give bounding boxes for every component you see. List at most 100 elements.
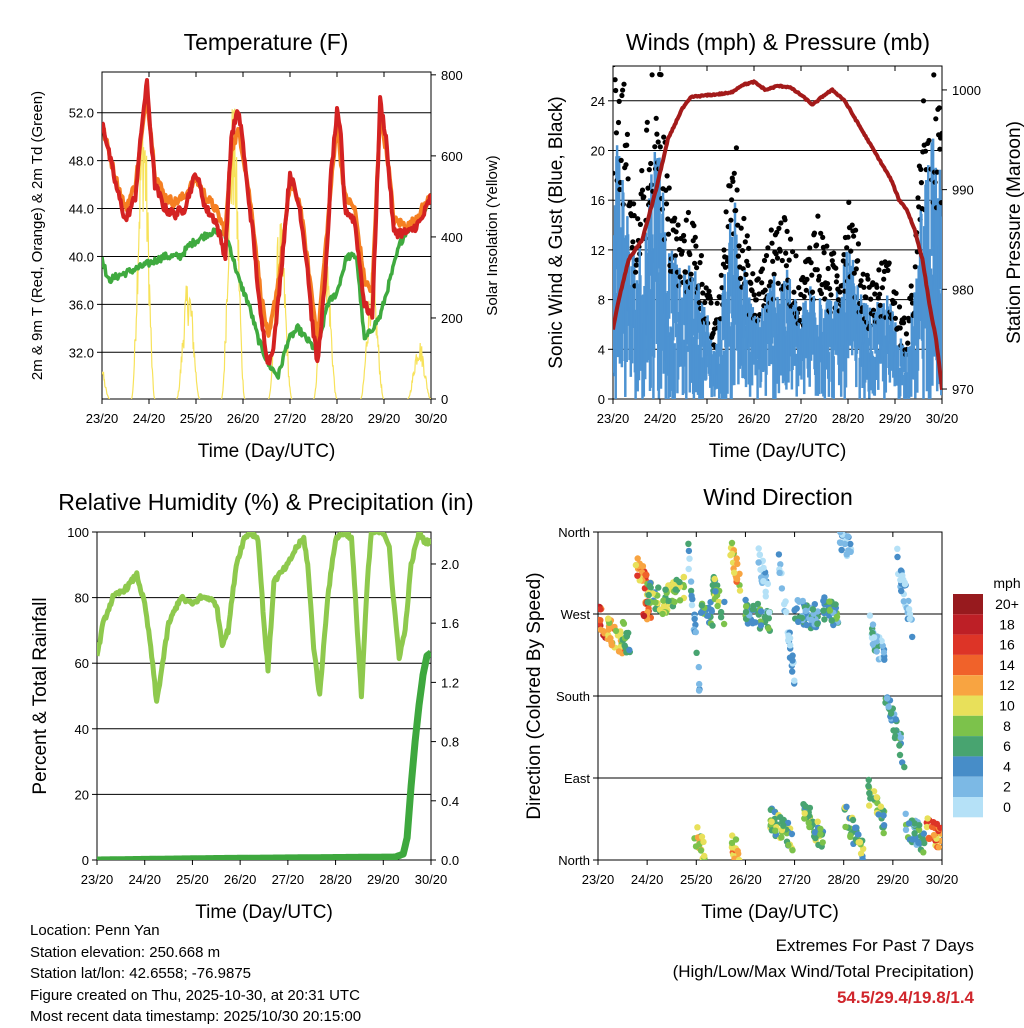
gust-point xyxy=(615,119,622,126)
wind-direction-point xyxy=(880,649,888,656)
wind-direction-point xyxy=(626,646,633,654)
gust-point xyxy=(637,221,644,227)
gust-point xyxy=(756,291,762,297)
wind-direction-point xyxy=(789,847,796,854)
winds-plot xyxy=(613,66,942,399)
gust-point xyxy=(755,276,761,282)
gust-point xyxy=(769,240,775,246)
gust-point xyxy=(885,267,891,273)
gust-point xyxy=(804,276,810,282)
wind-direction-point xyxy=(644,599,651,606)
gust-point xyxy=(853,227,859,233)
gust-point xyxy=(831,250,837,256)
gust-point xyxy=(784,228,790,234)
wind-direction-point xyxy=(777,814,784,821)
wind-direction-point xyxy=(755,559,762,566)
gust-point xyxy=(648,160,654,167)
wind-direction-point xyxy=(826,598,833,605)
wind-direction-point xyxy=(717,614,725,621)
gust-point xyxy=(861,284,867,290)
wind-direction-point xyxy=(897,567,905,574)
gust-point xyxy=(617,186,623,193)
gust-point xyxy=(768,227,774,233)
wind-direction-point xyxy=(652,599,659,606)
wind-direction-point xyxy=(859,856,866,860)
x-tick-label: 25/20 xyxy=(180,411,213,426)
wind-direction-point xyxy=(826,607,834,614)
gust-point xyxy=(774,255,781,261)
gust-point xyxy=(908,283,914,289)
wind-direction-point xyxy=(762,593,769,600)
gust-point xyxy=(918,166,924,172)
gust-point xyxy=(872,291,878,297)
wind-direction-point xyxy=(842,823,849,831)
gust-point xyxy=(620,87,626,93)
extremes-title: Extremes For Past 7 Days xyxy=(775,936,974,955)
gust-point xyxy=(825,265,831,272)
gust-point xyxy=(939,130,942,136)
gust-point xyxy=(865,276,871,282)
gust-point xyxy=(631,213,637,219)
wind-direction-point xyxy=(598,606,604,613)
gust-point xyxy=(811,230,818,236)
total-rainfall-line xyxy=(97,649,431,860)
wind-direction-point xyxy=(817,825,824,832)
wind-direction-point xyxy=(898,587,905,595)
wind-direction-point xyxy=(920,849,927,856)
gust-point xyxy=(739,248,746,254)
gust-point xyxy=(790,249,796,255)
gust-point xyxy=(773,251,779,257)
gust-point xyxy=(663,201,670,207)
y2-tick-label: 990 xyxy=(952,183,974,198)
gust-point xyxy=(824,281,831,287)
gust-point xyxy=(666,185,672,191)
wind-direction-point xyxy=(785,841,792,849)
wind-direction-point xyxy=(802,803,809,810)
wind-direction-point xyxy=(856,839,864,846)
gust-point xyxy=(613,66,616,68)
wind-direction-point xyxy=(749,620,756,627)
wind-direction-point xyxy=(776,569,783,576)
gust-point xyxy=(718,272,724,278)
gust-point xyxy=(829,258,835,264)
gust-point xyxy=(674,236,680,242)
wind-direction-point xyxy=(787,642,794,649)
wind-direction-point xyxy=(672,586,679,593)
wind-direction-point xyxy=(820,597,827,605)
wind-direction-point xyxy=(634,572,641,579)
wind-direction-point xyxy=(698,833,706,840)
elevation-text: Station elevation: 250.668 m xyxy=(30,943,221,961)
gust-point xyxy=(652,144,658,150)
wind-direction-point xyxy=(935,844,942,851)
y2-tick-label: 2.0 xyxy=(441,557,459,572)
wind-direction-point xyxy=(701,852,708,860)
wind-direction-point xyxy=(801,810,808,817)
gust-point xyxy=(815,213,821,219)
gust-point xyxy=(771,271,777,277)
gust-point xyxy=(892,300,898,306)
y-tick-label: South xyxy=(556,689,590,704)
gust-point xyxy=(731,170,737,176)
wind-direction-point xyxy=(712,588,719,595)
chart-title: Wind Direction xyxy=(703,484,853,510)
wind-direction-point xyxy=(789,657,796,664)
y2-tick-label: 1.6 xyxy=(441,616,459,631)
gust-point xyxy=(814,267,820,273)
gust-point xyxy=(699,281,705,287)
wind-direction-point xyxy=(645,591,652,599)
x-tick-label: 25/20 xyxy=(691,411,724,426)
y-tick-label: 12 xyxy=(591,243,605,258)
y2-tick-label: 400 xyxy=(441,230,463,245)
gust-point xyxy=(849,222,855,228)
gust-point xyxy=(751,292,757,298)
solar-insolation-line xyxy=(102,371,111,399)
location-text: Location: Penn Yan xyxy=(30,922,160,939)
gust-point xyxy=(893,290,899,296)
gust-point xyxy=(848,248,854,254)
legend-label: 0 xyxy=(1003,799,1011,815)
gust-point xyxy=(735,253,742,259)
gust-point xyxy=(629,244,635,251)
legend-swatch xyxy=(953,675,983,696)
wind-direction-point xyxy=(805,819,812,826)
gust-point xyxy=(633,269,639,275)
